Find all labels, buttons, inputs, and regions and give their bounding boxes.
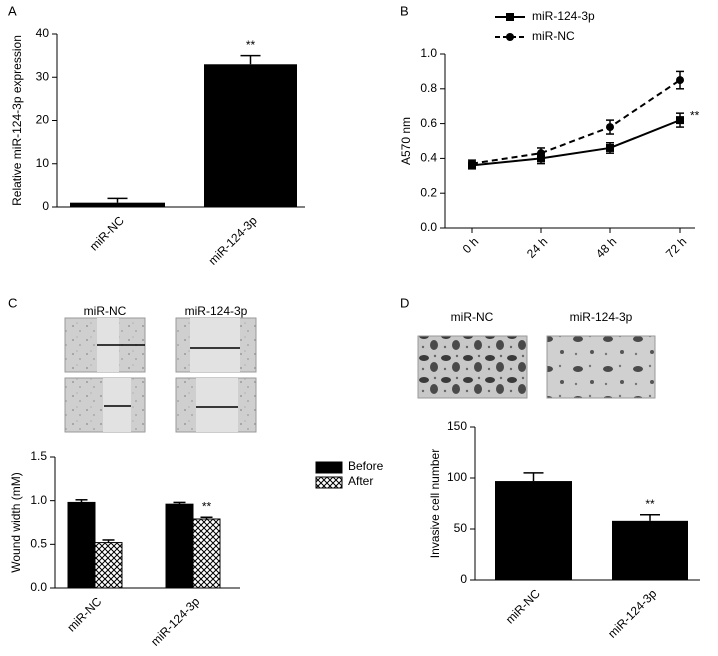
bar bbox=[67, 501, 96, 589]
marker bbox=[606, 143, 614, 152]
legend-marker bbox=[506, 33, 514, 41]
x-tick-label: miR-NC bbox=[64, 594, 104, 634]
error-bar bbox=[107, 197, 128, 203]
invasion-images bbox=[417, 335, 656, 399]
significance-label: ** bbox=[246, 38, 256, 52]
error-bar bbox=[75, 499, 88, 503]
bar bbox=[192, 518, 221, 589]
legend-swatch bbox=[315, 461, 343, 474]
error-bar bbox=[523, 472, 544, 482]
legend-swatch bbox=[315, 476, 343, 489]
x-tick-label: miR-NC bbox=[503, 586, 543, 626]
x-tick-label: miR-NC bbox=[87, 213, 127, 253]
marker bbox=[676, 76, 684, 85]
legend-marker bbox=[506, 13, 514, 21]
x-tick-label: 24 h bbox=[524, 234, 550, 260]
y-tick-label: 10 bbox=[36, 156, 50, 170]
error-bar bbox=[173, 501, 186, 505]
error-bar bbox=[200, 516, 213, 520]
y-tick-label: 1.0 bbox=[420, 46, 437, 60]
x-tick-label: 48 h bbox=[593, 234, 619, 260]
error-bar bbox=[640, 513, 660, 521]
bar bbox=[204, 64, 297, 208]
bar bbox=[94, 542, 123, 589]
panel-letter: C bbox=[8, 295, 17, 310]
y-tick-label: 1.5 bbox=[30, 449, 47, 463]
y-tick-label: 30 bbox=[36, 69, 50, 83]
y-tick-label: 100 bbox=[447, 470, 467, 484]
significance-label: ** bbox=[690, 108, 700, 122]
y-axis-label: Relative miR-124-3p expression bbox=[10, 35, 24, 206]
y-tick-label: 0.0 bbox=[30, 580, 47, 594]
wound-images bbox=[64, 317, 257, 433]
y-tick-label: 20 bbox=[36, 113, 50, 127]
y-tick-label: 0.5 bbox=[30, 537, 47, 551]
bar bbox=[495, 481, 572, 580]
marker bbox=[468, 159, 476, 168]
error-bar bbox=[102, 539, 115, 543]
x-tick-label: 72 h bbox=[663, 234, 689, 260]
image-label: miR-124-3p bbox=[570, 310, 633, 324]
y-tick-label: 50 bbox=[454, 521, 468, 535]
y-tick-label: 0.8 bbox=[420, 81, 437, 95]
significance-label: ** bbox=[645, 497, 655, 511]
bar bbox=[165, 503, 194, 589]
x-tick-label: miR-124-3p bbox=[148, 594, 202, 648]
panel-letter: D bbox=[400, 295, 409, 310]
y-tick-label: 0 bbox=[460, 572, 467, 586]
bar bbox=[70, 202, 165, 207]
x-tick-label: miR-124-3p bbox=[605, 586, 659, 640]
panel-letter: A bbox=[8, 3, 17, 18]
y-tick-label: 0.6 bbox=[420, 116, 437, 130]
image-label: miR-124-3p bbox=[185, 304, 248, 318]
y-tick-label: 40 bbox=[36, 26, 50, 40]
y-tick-label: 0.4 bbox=[420, 151, 437, 165]
significance-label: ** bbox=[202, 499, 212, 513]
y-tick-label: 1.0 bbox=[30, 493, 47, 507]
y-axis-label: Invasive cell number bbox=[428, 449, 442, 558]
legend-label: miR-124-3p bbox=[532, 9, 595, 23]
image-label: miR-NC bbox=[451, 310, 494, 324]
y-tick-label: 150 bbox=[447, 419, 467, 433]
y-tick-label: 0.0 bbox=[420, 220, 437, 234]
legend-label: miR-NC bbox=[532, 29, 575, 43]
error-bar bbox=[240, 54, 261, 65]
legend-label: After bbox=[348, 474, 373, 488]
x-tick-label: miR-124-3p bbox=[206, 213, 260, 267]
image-label: miR-NC bbox=[84, 304, 127, 318]
y-tick-label: 0 bbox=[42, 199, 49, 213]
series-line bbox=[471, 79, 681, 165]
panel-letter: B bbox=[400, 3, 409, 18]
series-line bbox=[471, 119, 681, 167]
y-tick-label: 0.2 bbox=[420, 185, 437, 199]
y-axis-label: A570 nm bbox=[399, 117, 413, 165]
x-tick-label: 0 h bbox=[460, 234, 482, 256]
marker bbox=[676, 116, 684, 125]
legend-label: Before bbox=[348, 459, 384, 473]
marker bbox=[606, 123, 614, 132]
bar bbox=[612, 520, 688, 580]
y-axis-label: Wound width (mM) bbox=[9, 472, 23, 572]
marker bbox=[537, 149, 545, 158]
